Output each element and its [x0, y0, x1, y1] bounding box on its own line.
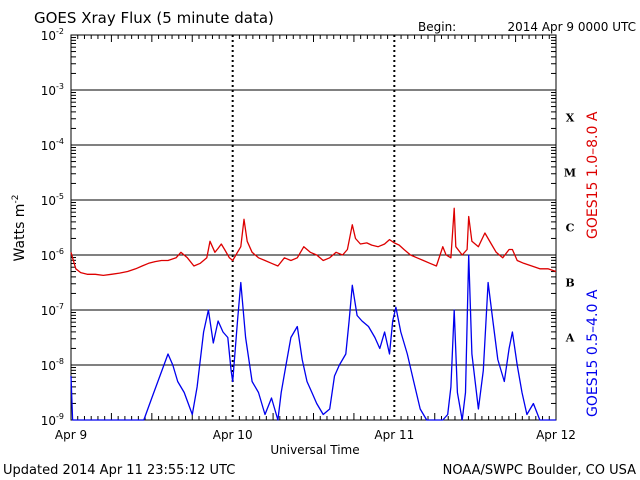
y-tick-label: 10-4	[41, 137, 64, 153]
flare-class-label: B	[565, 277, 574, 290]
x-minor-ticks	[77, 35, 550, 420]
y-tick-label: 10-7	[41, 302, 64, 318]
x-tick-label: Apr 9	[55, 428, 87, 442]
series-line-long	[70, 207, 557, 277]
legend-short-channel: GOES15 0.5–4.0 A	[585, 289, 601, 417]
y-tick-label: 10-2	[41, 27, 64, 43]
x-tick-label: Apr 10	[213, 428, 253, 442]
x-tick-label: Apr 11	[374, 428, 414, 442]
flare-class-label: M	[564, 167, 576, 180]
flare-class-label: A	[565, 332, 575, 345]
y-tick-label: 10-6	[41, 247, 64, 263]
vertical-gridlines	[231, 35, 396, 420]
chart-title: GOES Xray Flux (5 minute data)	[34, 9, 274, 27]
y-minor-ticks	[71, 37, 556, 404]
series-line-short	[70, 254, 556, 421]
x-tick-label: Apr 12	[536, 428, 576, 442]
y-tick-label: 10-5	[41, 192, 64, 208]
y-tick-label: 10-9	[41, 412, 64, 428]
legend-long-channel: GOES15 1.0–8.0 A	[585, 111, 601, 239]
y-tick-labels: 10-2 10-3 10-4 10-5 10-6 10-7 10-8 10-9	[41, 27, 64, 428]
y-axis-label: Watts m-2	[11, 195, 28, 262]
horizontal-gridlines	[71, 89, 556, 366]
flare-class-label: X	[566, 112, 575, 125]
x-tick-labels: Apr 9 Apr 10 Apr 11 Apr 12	[55, 428, 576, 442]
updated-timestamp: Updated 2014 Apr 11 23:55:12 UTC	[3, 463, 235, 478]
flare-class-label: C	[566, 222, 575, 235]
y-tick-label: 10-3	[41, 82, 64, 98]
begin-label: Begin:	[418, 20, 456, 34]
x-axis-label: Universal Time	[270, 443, 359, 457]
y-tick-label: 10-8	[41, 357, 64, 373]
credit-text: NOAA/SWPC Boulder, CO USA	[443, 463, 636, 478]
flare-class-labels: X M C B A	[564, 112, 576, 345]
begin-value: 2014 Apr 9 0000 UTC	[507, 20, 636, 34]
